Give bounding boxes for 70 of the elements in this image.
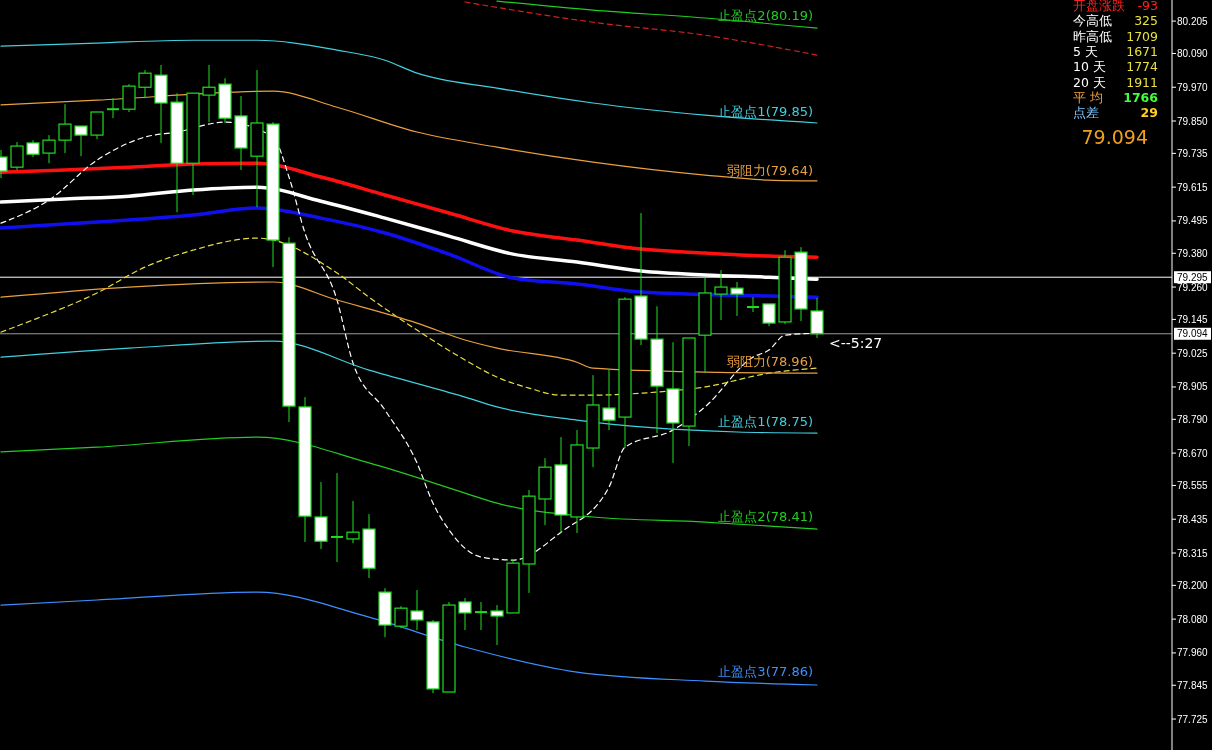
candlestick (458, 597, 472, 631)
candlestick (762, 303, 776, 327)
text: 10 天 1774 (1073, 59, 1158, 75)
annotation: 止盈点3(77.86) (718, 664, 813, 680)
line-series (464, 1, 818, 56)
y-tick-label: 78.555 (1177, 479, 1209, 491)
text: 平 均 1766 (1073, 89, 1158, 105)
y-tick-label: 79.850 (1177, 115, 1209, 127)
y-tick-label: 79.380 (1177, 247, 1209, 259)
candlestick (138, 69, 152, 99)
candlestick (730, 281, 744, 317)
candlestick (106, 97, 120, 119)
y-tick-label: 79.970 (1177, 81, 1209, 93)
annotation: 昨高低 1709 (1073, 28, 1159, 44)
candlestick (330, 472, 344, 563)
y-tick-label: 78.790 (1177, 413, 1209, 425)
y-tick-label: 78.315 (1177, 547, 1209, 559)
y-tick-label: 78.200 (1177, 579, 1209, 591)
candlestick (42, 134, 56, 164)
annotation: 开盘涨跌 -93 (1073, 0, 1158, 13)
y-tick-label: 79.495 (1177, 215, 1209, 227)
candlestick (714, 269, 728, 321)
annotation: 止盈点2(78.41) (718, 509, 813, 525)
y-tick-label: 78.435 (1177, 513, 1209, 525)
candlestick (746, 296, 760, 313)
line-series (496, 0, 818, 29)
candlestick (202, 64, 216, 123)
text: 今高低 325 (1073, 13, 1158, 29)
candlestick (410, 589, 424, 631)
annotation: 弱阻力(78.96) (726, 354, 813, 370)
candlestick (394, 605, 408, 629)
y-tick-label: 78.905 (1177, 381, 1209, 393)
line-series (0, 237, 818, 396)
y-tick-label: 79.145 (1177, 313, 1209, 325)
y-tick-label: 77.960 (1177, 647, 1209, 659)
candlestick (58, 103, 72, 154)
candlestick (122, 83, 136, 113)
annotation: <--5:27 (829, 334, 883, 351)
y-tick-label: 78.080 (1177, 613, 1209, 625)
annotation: 止盈点1(78.75) (718, 413, 813, 429)
y-tick-label: 79.025 (1177, 347, 1209, 359)
text: 20 天 1911 (1073, 74, 1158, 90)
candlestick (346, 500, 360, 544)
line-series (0, 90, 818, 182)
candlestick (602, 369, 616, 431)
line-series (0, 281, 818, 374)
y-tick-label: 79.260 (1177, 281, 1209, 293)
y-tick-label: 79.615 (1177, 181, 1209, 193)
y-tick-label: 78.670 (1177, 447, 1209, 459)
annotation: 弱阻力(79.64) (726, 163, 813, 179)
line-series (0, 206, 819, 299)
candlestick (474, 601, 488, 631)
y-tick-label: 77.845 (1177, 679, 1209, 691)
candlestick (10, 141, 24, 171)
annotation: 79.094 (1081, 126, 1148, 149)
line-series (0, 39, 818, 124)
y-tick-label: 80.205 (1177, 15, 1209, 27)
y-tick-label: 77.725 (1177, 713, 1209, 725)
candlestick (90, 111, 104, 140)
line-series (0, 340, 818, 434)
text: 点差 29 (1073, 105, 1158, 121)
y-tick-label: 79.735 (1177, 147, 1209, 159)
candlestick (74, 125, 88, 157)
y-tick-label: 80.090 (1177, 47, 1209, 59)
ref-line-label: 79.094 (1177, 328, 1209, 340)
candlestick (490, 604, 504, 646)
line-series (0, 436, 818, 530)
text: 5 天 1671 (1073, 43, 1158, 59)
line-series (0, 591, 818, 686)
ref-line-label: 79.295 (1177, 271, 1209, 283)
